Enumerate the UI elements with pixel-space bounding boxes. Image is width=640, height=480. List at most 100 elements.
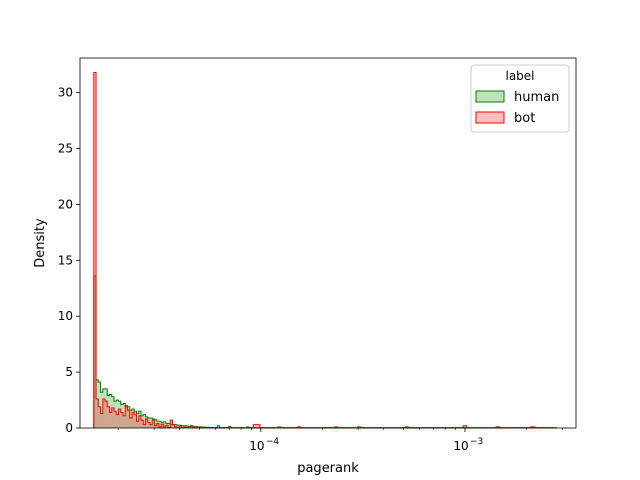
human-bin-33 [167,423,171,428]
bot-bin-18 [134,414,137,428]
human-bin-20 [138,411,141,428]
bot-bin-74 [297,426,301,428]
human-bin-38 [179,425,182,428]
human-bin-0 [93,275,97,428]
y-tick-label-2: 10 [58,309,73,323]
legend-label-human: human [514,90,559,105]
human-bin-11 [118,401,121,428]
human-bin-24 [147,417,150,428]
bot-bin-7 [109,412,112,428]
bot-bin-32 [165,425,168,428]
bot-bin-26 [152,420,155,428]
human-bin-4 [102,388,106,428]
bot-bin-30 [161,424,164,428]
bot-bin-84 [496,426,500,428]
bot-series [93,72,557,429]
human-bin-42 [188,426,191,428]
human-bin-1 [96,379,99,428]
human-bin-30 [161,422,164,428]
human-bin-2 [98,382,101,428]
bot-bin-4 [102,398,106,428]
human-bin-29 [158,421,162,428]
bot-bin-76 [334,426,338,428]
bot-bin-80 [405,426,409,428]
bot-bin-35 [172,424,175,428]
legend: label human bot [470,64,570,133]
bot-bin-13 [123,415,126,428]
legend-swatch-human [475,90,505,103]
human-bin-17 [131,409,135,428]
bot-bin-6 [107,406,110,428]
y-tick-label-5: 25 [58,142,73,156]
bot-bin-27 [154,425,157,428]
bot-bin-2 [98,406,101,428]
human-bin-25 [149,417,153,428]
bot-bin-45 [194,426,198,428]
bot-bin-72 [277,426,281,428]
legend-swatch-bot [475,111,505,124]
bot-bin-16 [129,417,132,428]
human-bin-12 [120,404,124,428]
bot-bin-8 [111,407,115,428]
y-tick-label-0: 0 [65,421,73,435]
bot-bin-82 [463,425,467,428]
human-bin-7 [109,394,112,428]
bot-bin-23 [145,419,148,428]
x-tick-label-0: 10 [249,439,264,453]
human-bin-36 [174,424,177,428]
x-tick-exponent-0: −4 [266,437,280,447]
bot-bin-25 [149,424,153,428]
y-tick-label-3: 15 [58,253,73,267]
bot-bin-78 [357,426,361,428]
y-tick-label-4: 20 [58,197,73,211]
bot-bin-28 [156,423,159,428]
human-bin-6 [107,395,110,428]
human-bin-16 [129,410,132,428]
legend-title: label [505,69,534,83]
y-axis-label: Density [33,218,48,268]
bot-bin-21 [141,420,144,428]
human-bin-39 [181,425,184,428]
human-bin-37 [176,425,180,428]
bot-bin-15 [127,410,130,428]
x-tick-exponent-1: −3 [470,437,483,447]
bot-bin-9 [114,411,117,428]
bot-bin-10 [116,414,119,428]
y-tick-label-1: 5 [65,365,73,379]
y-tick-label-6: 30 [58,86,73,100]
human-bin-21 [141,415,144,428]
human-bin-9 [114,401,117,428]
x-axis-label: pagerank [297,461,359,476]
human-bin-32 [165,423,168,428]
bot-bin-38 [179,425,182,428]
y-axis: 0 5 10 15 20 25 30 [58,86,80,435]
bot-bin-34 [170,420,173,428]
bot-bin-5 [105,401,108,428]
bot-bin-22 [143,424,146,428]
bot-bin-43 [190,425,193,428]
bot-bin-12 [120,412,124,428]
bot-bin-29 [158,426,162,428]
bot-bin-36 [174,426,177,428]
bot-bin-20 [138,415,141,428]
bot-bin-86 [530,426,535,428]
x-axis: 10 −4 10 −3 [117,428,563,453]
human-bin-10 [116,400,119,428]
human-bin-3 [100,392,103,428]
bot-bin-24 [147,422,150,428]
human-bin-8 [111,396,115,428]
plot-frame [79,57,577,429]
bot-bin-1 [96,398,99,428]
human-bin-60 [228,426,231,428]
human-bin-55 [217,425,220,428]
legend-label-bot: bot [514,111,535,126]
bot-bin-31 [163,426,166,428]
human-bin-14 [125,406,128,428]
human-bin-22 [143,414,146,428]
x-tick-label-1: 10 [453,439,468,453]
bot-bin-11 [118,409,121,428]
series-layer [93,72,557,429]
legend-entries: human bot [475,90,559,126]
bot-bin-14 [125,405,128,428]
